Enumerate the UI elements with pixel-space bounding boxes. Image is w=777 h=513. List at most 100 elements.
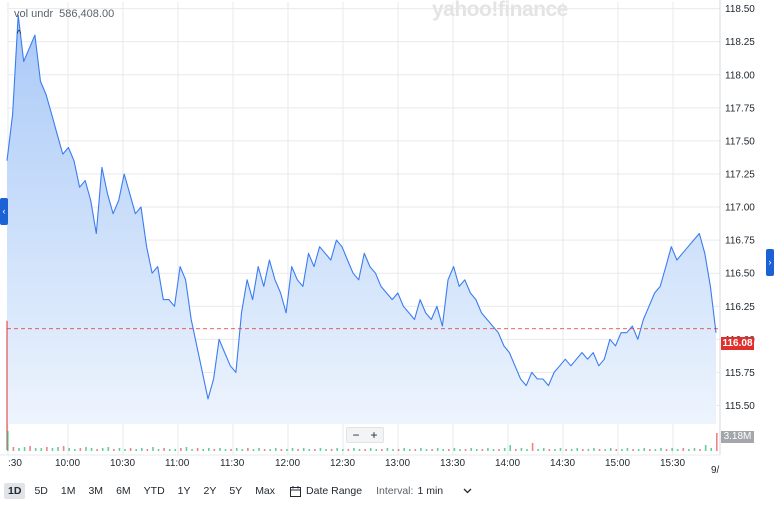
volume-bar: [46, 447, 48, 451]
volume-bar: [297, 449, 299, 451]
y-tick-label: 118.00: [725, 70, 755, 81]
volume-bar: [241, 449, 244, 451]
volume-bar: [269, 449, 271, 451]
volume-bar: [247, 448, 249, 451]
volume-bar: [576, 448, 579, 451]
volume-bar: [397, 449, 400, 451]
x-tick-label: 13:00: [385, 458, 410, 469]
volume-bar: [73, 449, 76, 451]
volume-bar: [481, 449, 484, 451]
volume-bar: [330, 449, 333, 451]
interval-select[interactable]: 1 min: [417, 485, 444, 497]
y-tick-label: 117.50: [725, 136, 755, 147]
scroll-right-button[interactable]: ›: [766, 249, 774, 276]
range-button-1d[interactable]: 1D: [4, 483, 26, 499]
x-tick-label: 14:00: [495, 458, 520, 469]
yahoo-finance-watermark: yahoo!finance: [432, 0, 568, 21]
volume-bar: [40, 448, 43, 451]
range-button-6m[interactable]: 6M: [116, 485, 131, 497]
volume-bar: [85, 447, 87, 451]
x-tick-label: 15:30: [660, 458, 685, 469]
volume-bar: [252, 449, 255, 451]
x-tick-label: 12:30: [330, 458, 355, 469]
volume-bar: [526, 449, 528, 451]
range-button-5y[interactable]: 5Y: [229, 485, 243, 497]
volume-bar: [559, 448, 562, 451]
volume-bar: [420, 448, 422, 451]
volume-bar: [621, 449, 623, 451]
volume-bar: [353, 448, 355, 451]
volume-bar: [704, 445, 707, 451]
volume-bar: [280, 449, 283, 451]
volume-bar: [515, 449, 517, 451]
range-button-3m[interactable]: 3M: [88, 485, 104, 497]
y-tick-label: 116.50: [725, 269, 755, 280]
volume-bar: [660, 448, 662, 451]
collapse-legend-button[interactable]: ^: [16, 29, 22, 40]
range-button-1y[interactable]: 1Y: [177, 485, 191, 497]
volume-bar: [487, 448, 489, 451]
volume-bar: [459, 449, 461, 451]
calendar-icon: [290, 485, 302, 497]
volume-bar: [274, 448, 277, 451]
range-button-1m[interactable]: 1M: [60, 485, 76, 497]
volume-bar: [185, 447, 188, 451]
x-tick-label: 10:00: [55, 458, 80, 469]
price-area: [6, 14, 720, 450]
volume-bar: [341, 449, 344, 451]
volume-bars: [7, 431, 718, 451]
volume-bar: [174, 449, 177, 451]
y-tick-label: 115.75: [725, 368, 755, 379]
volume-bar: [392, 449, 394, 451]
volume-bar: [615, 449, 618, 451]
zoom-out-button[interactable]: −: [352, 428, 360, 442]
volume-bar: [163, 448, 165, 451]
volume-bar: [325, 449, 327, 451]
volume-bar: [637, 449, 640, 451]
x-tick-label: 10:30: [110, 458, 135, 469]
volume-bar: [219, 448, 221, 451]
volume-bar: [710, 448, 713, 451]
range-button-2y[interactable]: 2Y: [203, 485, 217, 497]
y-tick-label: 116.25: [725, 302, 755, 313]
volume-bar: [140, 448, 143, 451]
volume-bar: [381, 449, 383, 451]
volume-bar: [375, 449, 378, 451]
y-axis: 118.50 118.25 118.00 117.75 117.50 117.25 117.…: [725, 4, 755, 412]
volume-bar: [582, 449, 584, 451]
volume-bar: [29, 446, 31, 451]
volume-bar: [665, 449, 668, 451]
scroll-left-button[interactable]: ‹: [0, 198, 8, 225]
range-button-ytd[interactable]: YTD: [143, 485, 165, 497]
volume-bar: [207, 448, 210, 451]
price-line: [6, 14, 717, 400]
chevron-down-icon[interactable]: [463, 486, 472, 496]
volume-bar: [386, 448, 389, 451]
volume-bar: [168, 449, 171, 451]
volume-bar: [336, 448, 338, 451]
volume-bar: [57, 447, 59, 451]
volume-bar: [235, 448, 238, 451]
volume-bar: [403, 448, 405, 451]
date-range-button[interactable]: Date Range: [290, 485, 362, 497]
volume-bar: [202, 449, 204, 451]
interval-label: Interval:: [376, 485, 414, 497]
volume-bar: [570, 449, 573, 451]
range-button-max[interactable]: Max: [255, 485, 276, 497]
volume-bar: [470, 448, 472, 451]
zoom-in-button[interactable]: +: [370, 428, 378, 442]
volume-bar: [431, 449, 433, 451]
x-tick-label: 14:30: [550, 458, 575, 469]
range-button-5d[interactable]: 5D: [34, 485, 48, 497]
volume-bar: [364, 449, 366, 451]
volume-bar: [604, 449, 606, 451]
volume-bar: [414, 449, 417, 451]
volume-bar: [347, 449, 350, 451]
volume-bar: [688, 449, 690, 451]
volume-bar: [79, 448, 82, 451]
y-tick-label: 118.25: [725, 37, 755, 48]
volume-value: 586,408.00: [59, 8, 115, 20]
x-tick-label: 11:00: [165, 458, 190, 469]
volume-bar: [626, 448, 629, 451]
